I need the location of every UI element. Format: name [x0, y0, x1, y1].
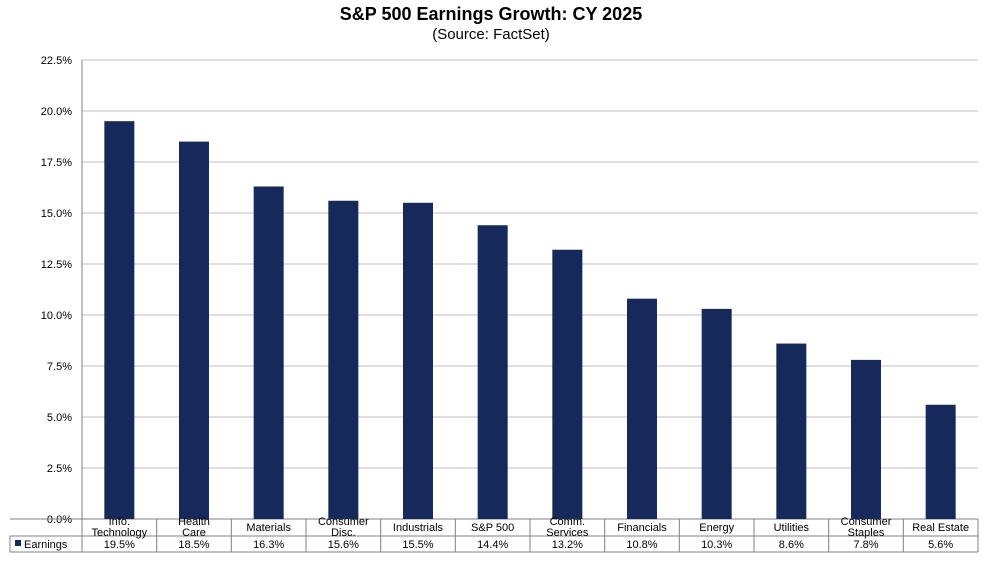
legend-label: Earnings [24, 539, 68, 551]
data-label: 10.8% [626, 539, 657, 551]
data-label: 7.8% [853, 539, 878, 551]
x-tick-label: Consumer Disc. [318, 516, 369, 539]
data-label: 19.5% [104, 539, 135, 551]
x-tick-label-line: Staples [848, 527, 885, 539]
x-tick-label-line: Industrials [393, 522, 444, 534]
y-tick-label: 7.5% [47, 361, 72, 373]
bar [253, 186, 284, 520]
x-tick-label-line: S&P 500 [471, 522, 514, 534]
data-label: 15.5% [402, 539, 433, 551]
y-tick-label: 2.5% [47, 463, 72, 475]
x-tick-label: Utilities [774, 522, 810, 534]
x-tick-label-line: Financials [617, 522, 667, 534]
x-tick-label: Info. Technology [92, 516, 148, 539]
bar [477, 225, 508, 520]
data-label: 13.2% [552, 539, 583, 551]
chart-subtitle: (Source: FactSet) [432, 26, 550, 43]
y-tick-label: 10.0% [41, 310, 72, 322]
bar [328, 200, 359, 519]
bar [925, 404, 956, 519]
bar [627, 298, 657, 519]
x-tick-label-line: Technology [92, 527, 148, 539]
data-label: 18.5% [178, 539, 209, 551]
x-tick-label: Energy [699, 522, 734, 534]
bar [552, 249, 583, 519]
x-tick-label: S&P 500 [471, 522, 514, 534]
x-tick-label-line: Info. [109, 516, 130, 528]
y-tick-label: 20.0% [41, 106, 72, 118]
data-label: 16.3% [253, 539, 284, 551]
x-tick-label-line: Energy [699, 522, 734, 534]
bar [403, 202, 433, 520]
data-label: 10.3% [701, 539, 732, 551]
bar [701, 308, 732, 519]
x-tick-label: Materials [246, 522, 291, 534]
y-tick-label: 15.0% [41, 208, 72, 220]
y-tick-label: 12.5% [41, 259, 72, 271]
y-tick-label: 17.5% [41, 157, 72, 169]
x-tick-label-line: Health [178, 516, 210, 528]
x-tick-label-line: Comm. [550, 516, 585, 528]
y-tick-label: 5.0% [47, 412, 72, 424]
x-tick-label-line: Care [182, 527, 206, 539]
x-tick-label-line: Utilities [774, 522, 810, 534]
x-tick-label-line: Disc. [331, 527, 355, 539]
legend-swatch [15, 540, 21, 546]
data-label: 8.6% [779, 539, 804, 551]
bar [104, 121, 135, 519]
data-label: 5.6% [928, 539, 953, 551]
x-tick-label: Health Care [178, 516, 210, 539]
x-tick-label: Consumer Staples [841, 516, 892, 539]
bar [776, 343, 807, 519]
x-tick-label: Industrials [393, 522, 444, 534]
bar [851, 359, 881, 519]
bar [179, 141, 209, 519]
y-tick-label: 0.0% [47, 514, 72, 526]
data-label: 14.4% [477, 539, 508, 551]
data-label: 15.6% [328, 539, 359, 551]
x-tick-label-line: Consumer [318, 516, 369, 528]
x-tick-label-line: Real Estate [912, 522, 969, 534]
y-tick-label: 22.5% [41, 55, 72, 67]
chart-title: S&P 500 Earnings Growth: CY 2025 [339, 4, 643, 24]
x-tick-label-line: Materials [246, 522, 291, 534]
x-tick-label-line: Consumer [841, 516, 892, 528]
x-tick-label: Comm. Services [546, 516, 589, 539]
x-tick-label: Real Estate [912, 522, 969, 534]
x-tick-label: Financials [617, 522, 667, 534]
x-tick-label-line: Services [546, 527, 589, 539]
